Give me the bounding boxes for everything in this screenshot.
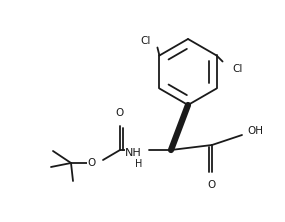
Text: O: O — [208, 180, 216, 190]
Text: Cl: Cl — [233, 63, 243, 73]
Text: H: H — [135, 159, 142, 169]
Text: OH: OH — [247, 126, 263, 136]
Text: O: O — [88, 158, 96, 168]
Text: NH: NH — [125, 148, 142, 158]
Text: Cl: Cl — [140, 36, 150, 46]
Text: O: O — [116, 108, 124, 118]
